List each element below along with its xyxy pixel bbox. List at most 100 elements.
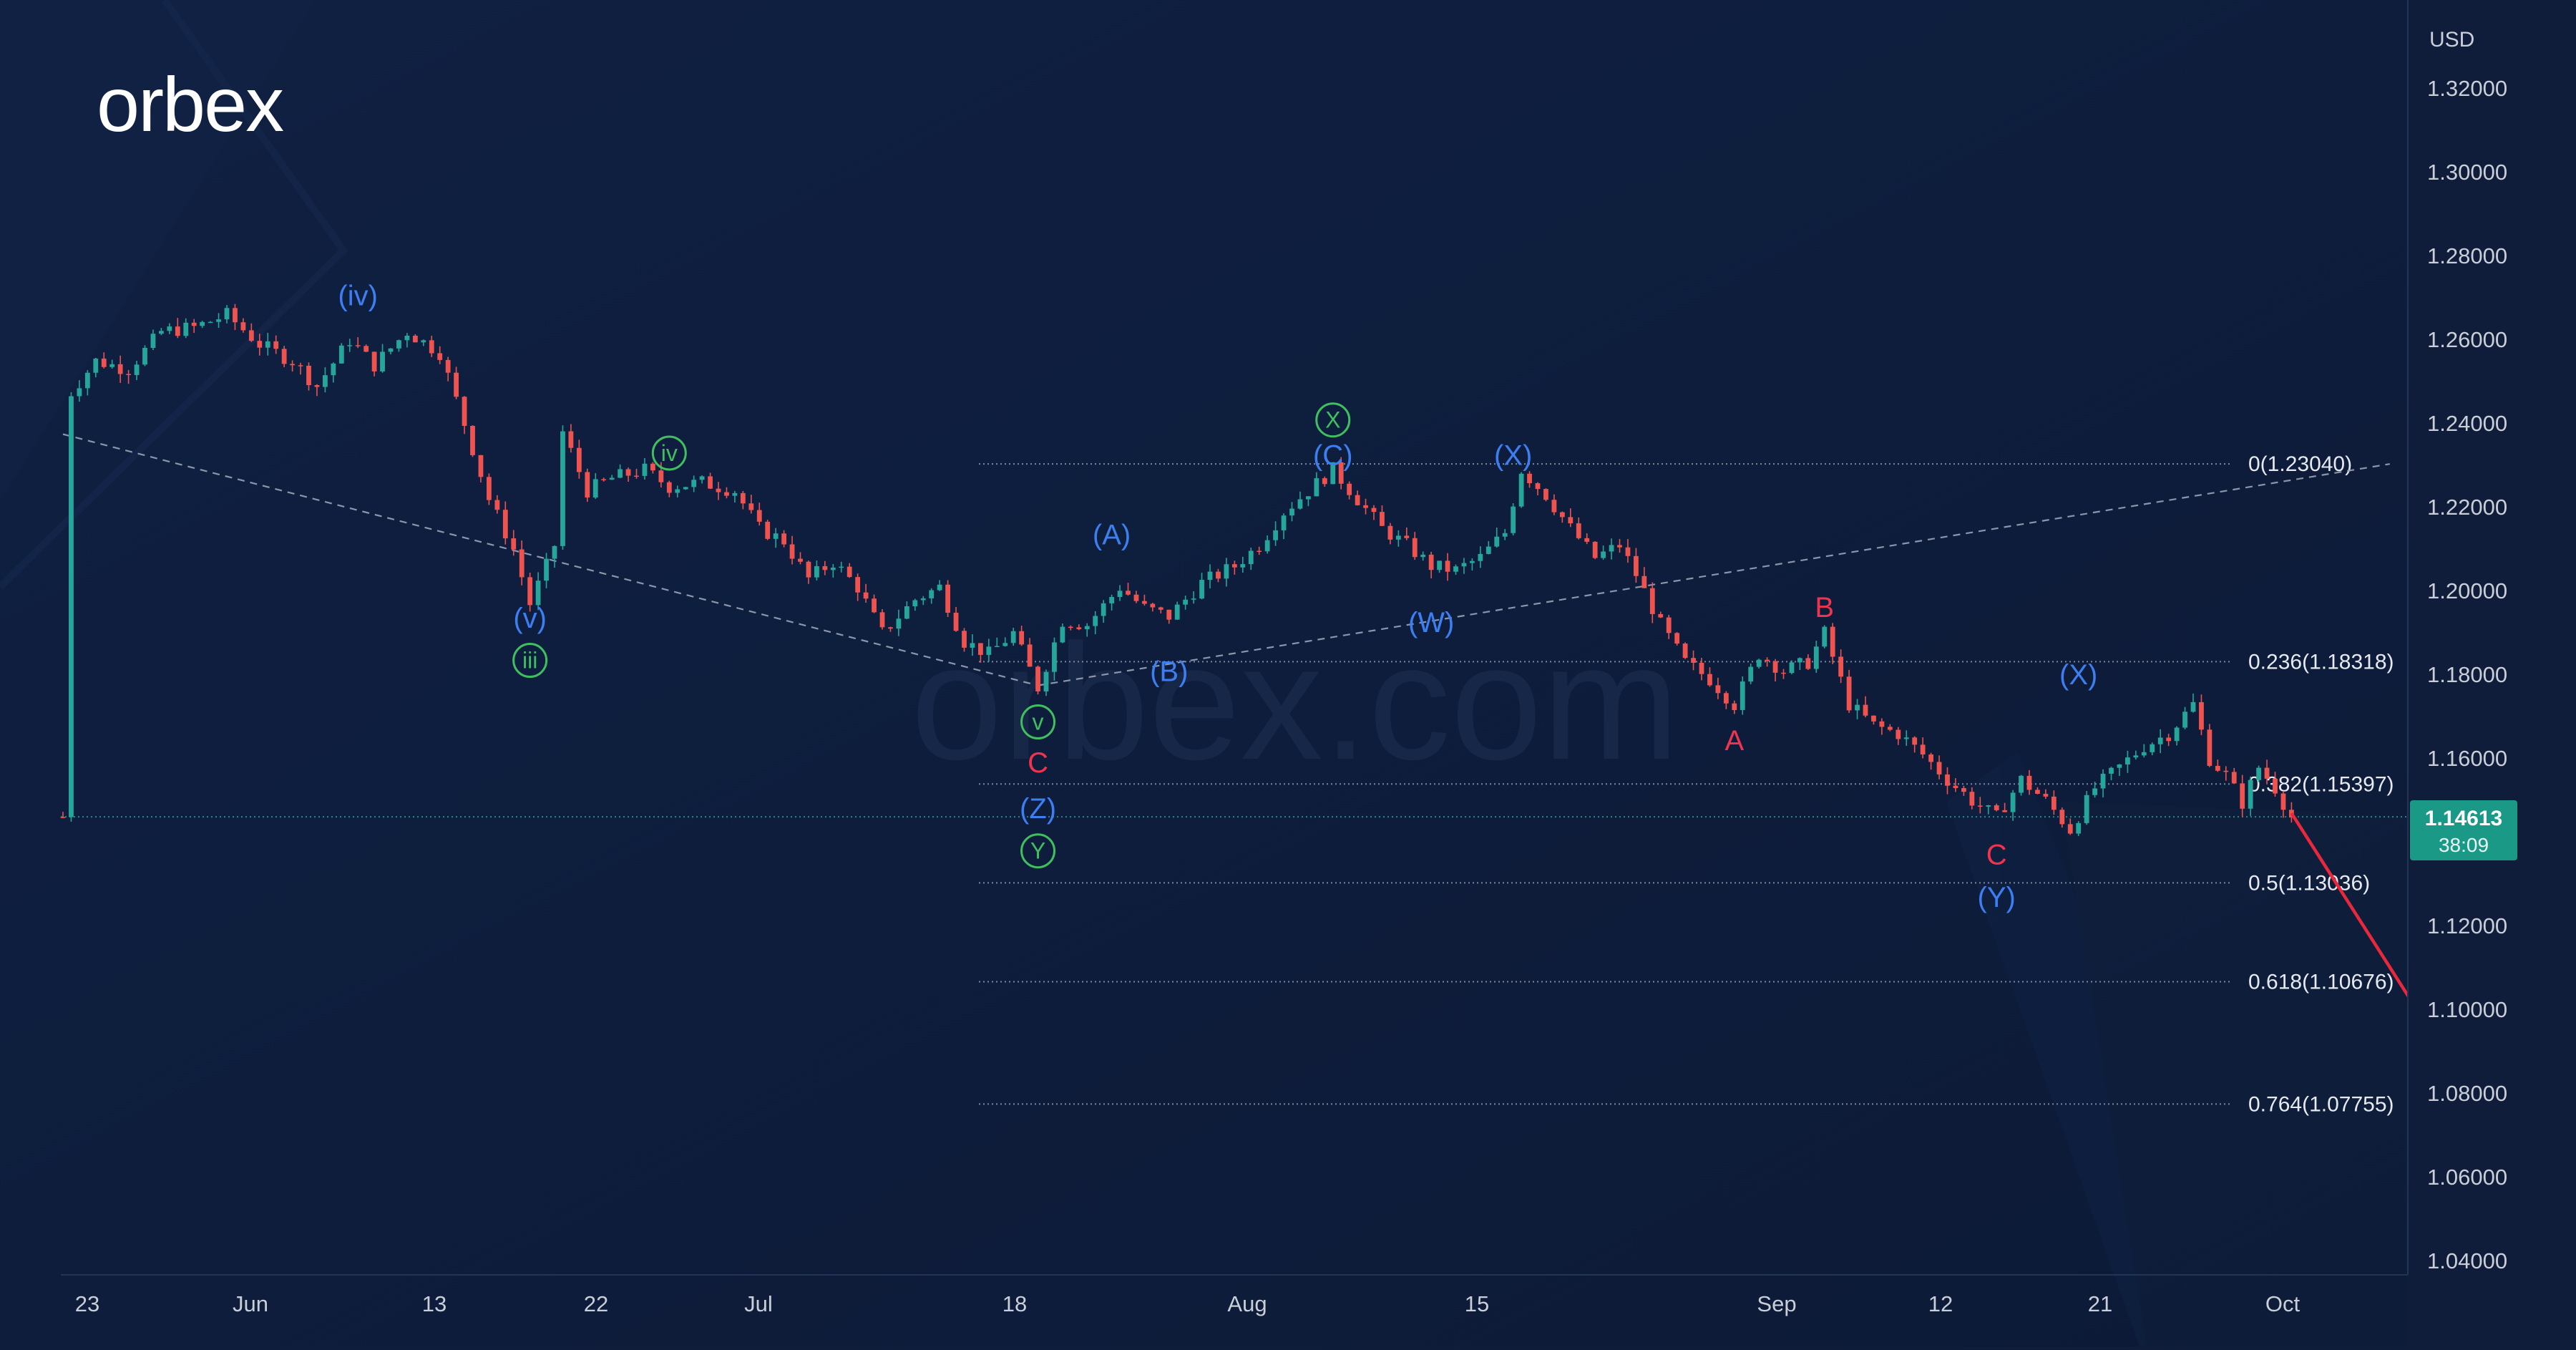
candle-body [1813,646,1819,669]
candle-body [1363,505,1368,508]
candle-body [1928,754,1933,762]
candle-body [1101,603,1106,616]
candle-body [1953,785,1958,789]
candle-body [642,463,648,476]
candle-body [380,351,385,372]
candle-body [1855,704,1860,711]
price-tick-label: 1.10000 [2427,997,2507,1022]
candle-body [2100,773,2106,789]
candle-body [568,431,574,448]
candle-body [1158,607,1163,610]
price-tick-label: 1.18000 [2427,662,2507,687]
candle-body [1994,805,1999,810]
candle-body [970,643,975,648]
orbex-logo: orbex [97,61,285,147]
candle-body [1289,508,1294,516]
candle-body [1412,538,1418,558]
candle-body [773,533,779,539]
time-axis[interactable]: 23 Jun 13 22 Jul 18 Aug 15 Sep 12 21 Oct [75,1291,2301,1316]
candle-body [863,592,869,599]
candle-body [2076,822,2082,834]
candle-body [487,477,492,500]
candle-body [1387,525,1393,540]
price-tick-label: 1.06000 [2427,1165,2507,1190]
time-tick-label: Jun [233,1291,268,1316]
candle-body [953,613,959,631]
candle-body [1592,541,1598,558]
candle-body [716,488,721,492]
candle-body [1404,535,1410,538]
price-tick-label: 1.20000 [2427,578,2507,603]
candle-body [355,345,361,346]
candle-body [1666,617,1672,633]
candle-body [896,618,902,629]
candle-body [822,565,828,570]
candle-body [1257,550,1262,552]
candle-body [1805,658,1811,669]
time-tick-label: Oct [2265,1291,2301,1316]
candle-body [1641,576,1647,588]
candle-body [233,308,238,323]
candle-body [2059,810,2065,825]
price-tick-label: 1.22000 [2427,495,2507,520]
candle-body [1748,666,1754,682]
candle-body [912,600,918,606]
candle-body [1461,563,1467,567]
candle-body [1617,545,1622,548]
candle-body [93,358,99,373]
candles-layer [60,303,2294,837]
candle-body [576,447,582,472]
fib-level-label: 0.236(1.18318) [2248,650,2394,674]
candle-body [1068,626,1073,628]
candle-body [814,565,819,578]
candle-body [708,476,713,489]
candle-body [494,500,500,510]
candle-body [781,533,786,545]
price-axis[interactable]: 1.32000 1.30000 1.28000 1.26000 1.24000 1.220… [2427,76,2507,1273]
wave-label: iii [522,648,537,674]
candle-body [1306,496,1311,500]
candle-body [1207,571,1213,581]
candle-body [1822,626,1828,647]
time-tick-label: Jul [744,1291,773,1316]
candle-body [732,492,738,496]
candle-body [1912,737,1918,745]
candle-body [77,388,82,397]
candle-body [1453,566,1458,572]
candle-body [1240,564,1246,568]
candle-body [1478,553,1483,561]
candle-body [1060,626,1065,643]
candle-body [183,322,189,336]
candle-body [1437,560,1442,570]
candle-body [511,538,517,550]
price-tick-label: 1.28000 [2427,243,2507,268]
candle-body [117,364,123,374]
candle-body [60,817,66,818]
candle-body [634,475,639,477]
candle-body [2190,701,2196,712]
candle-body [167,326,172,331]
time-tick-label: 18 [1002,1291,1027,1316]
candle-body [1830,626,1835,657]
candle-body [502,510,508,539]
candle-body [1649,588,1655,614]
candle-body [1682,644,1688,659]
candle-body [290,364,295,366]
candle-body [994,646,1000,648]
logo-text: orbex [97,61,283,147]
candle-body [2207,729,2212,766]
candle-body [1010,631,1016,644]
candle-body [2223,770,2229,772]
candle-body [879,612,885,628]
candle-body [1887,727,1893,730]
candle-body [552,545,557,559]
candle-body [84,372,90,389]
candle-body [388,348,394,352]
candle-body [1133,594,1139,601]
candle-body [699,476,705,480]
candle-body [2035,790,2040,795]
candle-body [2231,772,2237,784]
